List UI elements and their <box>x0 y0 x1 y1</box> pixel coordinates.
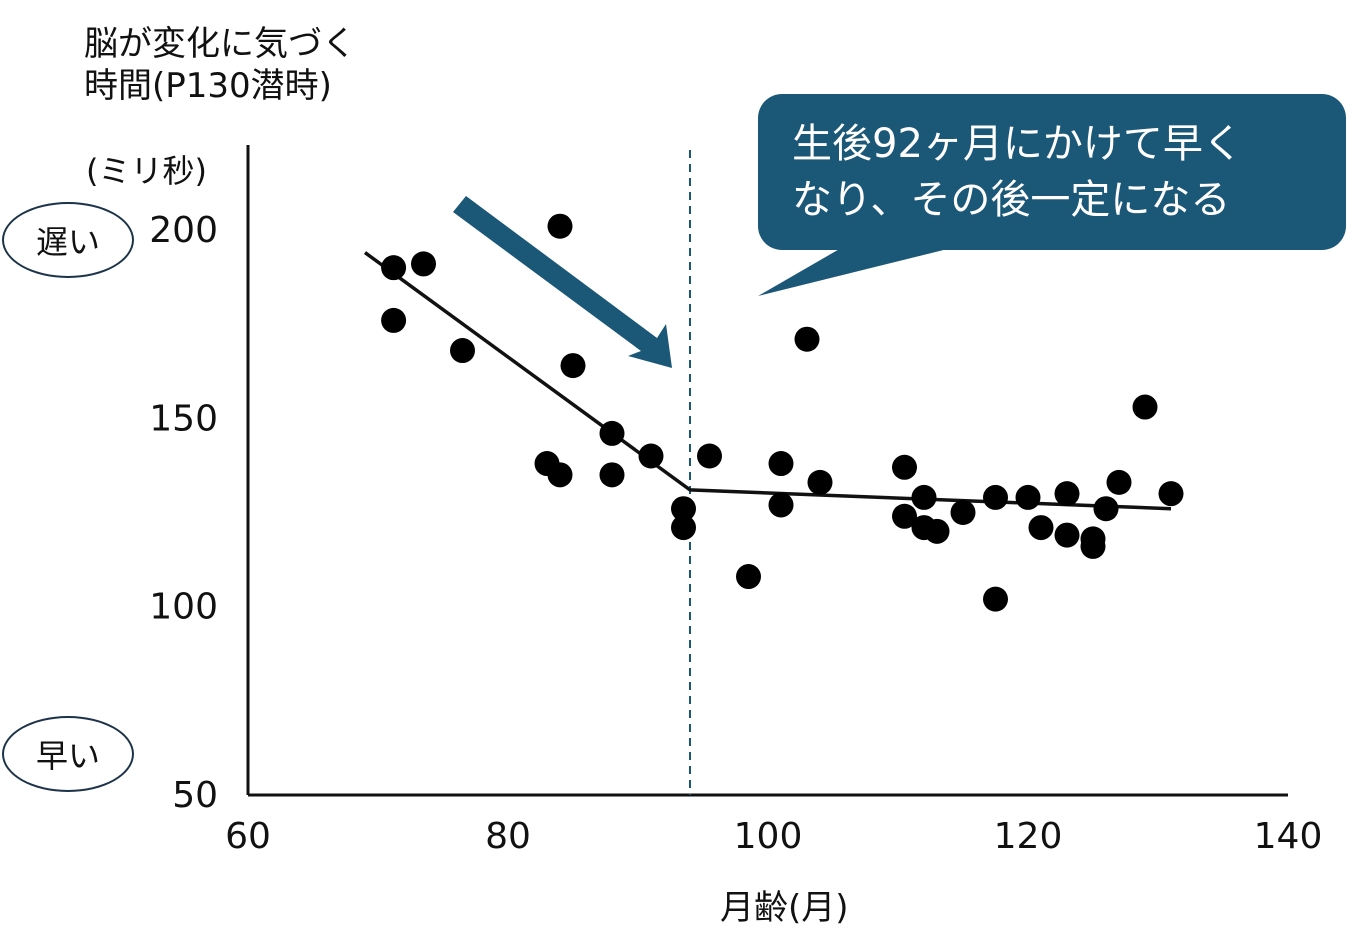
data-point <box>911 484 937 510</box>
fit-line <box>363 251 1172 511</box>
y-tick-label: 50 <box>172 775 218 816</box>
data-point <box>599 462 625 488</box>
x-tick-label: 60 <box>225 816 271 857</box>
down-right-arrow-icon <box>453 196 672 368</box>
decrease-arrow <box>453 196 672 368</box>
data-point <box>381 307 407 333</box>
y-tick-label: 100 <box>149 587 218 628</box>
tick-labels: 60 80 100 120 140 200 150 100 50 <box>149 210 1322 857</box>
callout-pointer <box>758 236 1000 296</box>
data-point <box>768 492 794 518</box>
data-point <box>599 420 625 446</box>
data-point <box>411 251 436 277</box>
data-point <box>1132 394 1158 420</box>
x-tick-label: 80 <box>485 816 531 857</box>
data-point <box>547 213 573 239</box>
callout-line-1: 生後92ヶ月にかけて早く <box>792 121 1243 167</box>
data-point <box>924 518 950 544</box>
data-point <box>450 338 475 364</box>
annotation-callout: 生後92ヶ月にかけて早く なり、その後一定になる <box>758 94 1346 250</box>
y-tick-label: 150 <box>149 398 218 439</box>
x-tick-label: 120 <box>994 816 1063 857</box>
data-point <box>638 443 664 469</box>
fast-label-badge: 早い <box>2 716 134 792</box>
data-point <box>1093 496 1119 522</box>
data-point <box>560 353 586 379</box>
data-point <box>1028 515 1054 541</box>
data-point <box>736 564 761 590</box>
data-point <box>983 586 1008 612</box>
data-point <box>671 515 696 541</box>
data-point <box>671 496 696 522</box>
data-point <box>892 503 917 529</box>
data-point <box>983 484 1008 510</box>
piecewise-regression-line <box>363 251 1172 511</box>
callout-line-2: なり、その後一定になる <box>792 177 1231 223</box>
y-axis-unit: (ミリ秒) <box>86 152 207 190</box>
y-axis-label-line-1: 脳が変化に気づく <box>84 24 356 64</box>
data-point <box>1015 484 1041 510</box>
data-points <box>381 213 1184 612</box>
x-tick-label: 140 <box>1254 816 1323 857</box>
data-point <box>768 451 794 477</box>
data-point <box>1054 481 1080 507</box>
axes <box>246 145 1288 797</box>
data-point <box>547 462 573 488</box>
x-tick-label: 100 <box>734 816 803 857</box>
data-point <box>950 500 976 525</box>
x-axis-label: 月齢(月) <box>720 888 849 928</box>
data-point <box>794 326 820 352</box>
data-point <box>1158 481 1184 507</box>
data-point <box>892 454 917 480</box>
y-tick-label: 200 <box>149 210 218 251</box>
data-point <box>807 469 833 495</box>
y-axis-label-line-2: 時間(P130潜時) <box>84 66 332 106</box>
data-point <box>1106 469 1132 495</box>
data-point <box>1080 533 1106 559</box>
slow-label: 遅い <box>35 223 100 261</box>
data-point <box>1054 522 1080 548</box>
slow-label-badge: 遅い <box>2 202 134 278</box>
fast-label: 早い <box>35 737 100 775</box>
data-point <box>697 443 722 469</box>
data-point <box>381 255 407 281</box>
